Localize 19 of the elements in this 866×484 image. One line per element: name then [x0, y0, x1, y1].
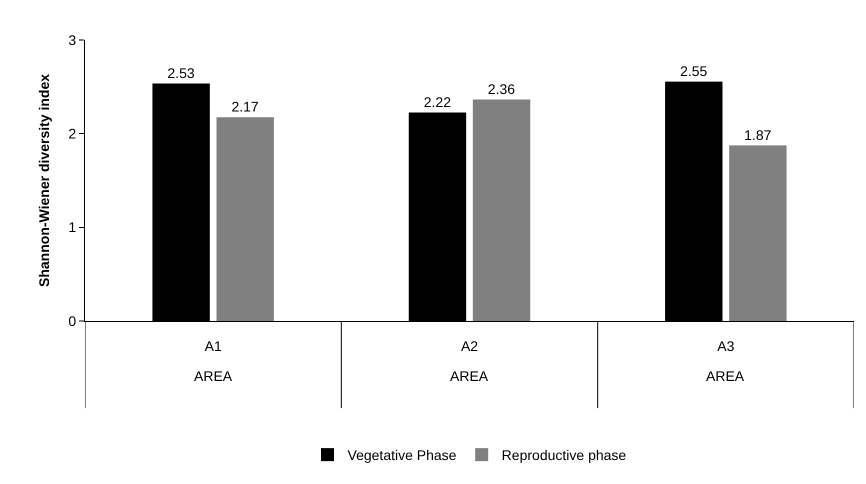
y-axis-title: Shannon-Wiener diversity index: [36, 74, 52, 288]
data-label: 2.55: [680, 63, 708, 80]
legend-label: Vegetative Phase: [348, 447, 457, 464]
x-tick-label: A2: [460, 338, 478, 354]
y-tick-label: 2: [68, 126, 76, 142]
x-tick-label: A3: [717, 338, 735, 354]
y-tick-label: 1: [68, 219, 76, 236]
x-tick-label: A1: [204, 338, 222, 354]
data-label: 2.53: [167, 65, 195, 82]
text: AREA: [194, 368, 233, 384]
data-label: 2.17: [231, 98, 259, 115]
text: AREA: [706, 368, 745, 384]
y-tick-label: 3: [68, 32, 76, 48]
data-label: 2.22: [424, 94, 452, 110]
y-tick-label: 0: [68, 312, 76, 329]
legend-label: Reproductive phase: [502, 447, 626, 464]
data-label: 1.87: [744, 126, 772, 143]
text: AREA: [450, 368, 489, 384]
data-label: 2.36: [488, 80, 516, 97]
